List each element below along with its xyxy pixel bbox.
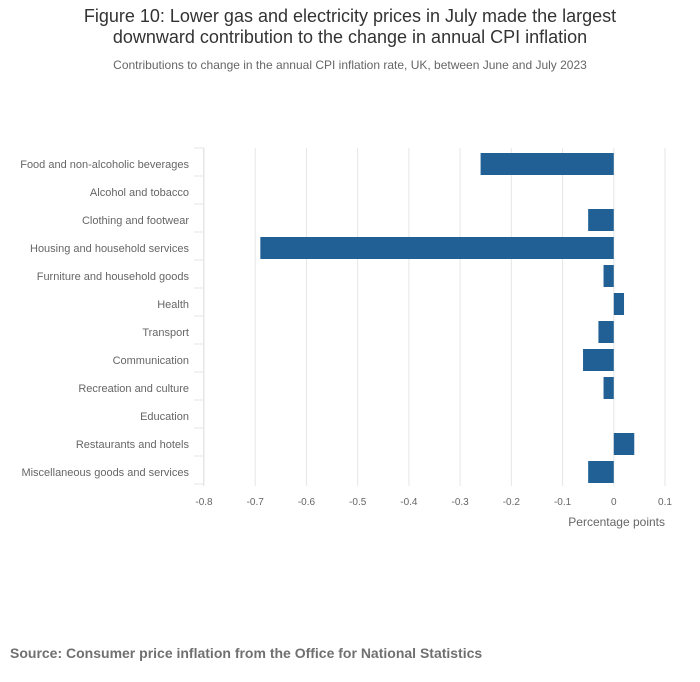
category-label: Furniture and household goods (37, 271, 190, 283)
category-label: Clothing and footwear (82, 215, 189, 227)
bar (260, 237, 614, 259)
category-label: Housing and household services (30, 243, 189, 255)
bar (603, 265, 614, 287)
x-axis-title: Percentage points (568, 515, 665, 529)
x-tick-label: -0.8 (195, 497, 213, 508)
category-label: Recreation and culture (78, 383, 189, 395)
category-label: Communication (113, 355, 189, 367)
bar (480, 153, 614, 175)
source-note: Source: Consumer price inflation from th… (10, 645, 483, 661)
bar (588, 209, 614, 231)
bar (588, 461, 614, 483)
category-label: Restaurants and hotels (76, 439, 190, 451)
category-label: Food and non-alcoholic beverages (20, 159, 189, 171)
category-label: Health (157, 299, 189, 311)
x-tick-label: -0.6 (298, 497, 316, 508)
chart-subtitle: Contributions to change in the annual CP… (113, 58, 587, 72)
x-tick-label: 0 (611, 497, 617, 508)
category-label: Education (140, 411, 189, 423)
bar (613, 293, 625, 315)
bar (613, 433, 635, 455)
x-tick-label: -0.5 (349, 497, 367, 508)
x-tick-label: 0.1 (658, 497, 672, 508)
chart-title: Figure 10: Lower gas and electricity pri… (0, 6, 700, 48)
category-label: Miscellaneous goods and services (21, 467, 189, 479)
category-label: Transport (142, 327, 189, 339)
bar (603, 377, 614, 399)
bar (598, 321, 614, 343)
x-tick-label: -0.3 (451, 497, 469, 508)
chart-title-line-1: Figure 10: Lower gas and electricity pri… (83, 6, 617, 26)
bar (583, 349, 614, 371)
x-tick-label: -0.2 (503, 497, 521, 508)
chart-title-line-2: downward contribution to the change in a… (112, 27, 588, 47)
x-tick-label: -0.4 (400, 497, 418, 508)
category-label: Alcohol and tobacco (90, 187, 189, 199)
x-tick-label: -0.1 (554, 497, 572, 508)
x-tick-label: -0.7 (247, 497, 265, 508)
